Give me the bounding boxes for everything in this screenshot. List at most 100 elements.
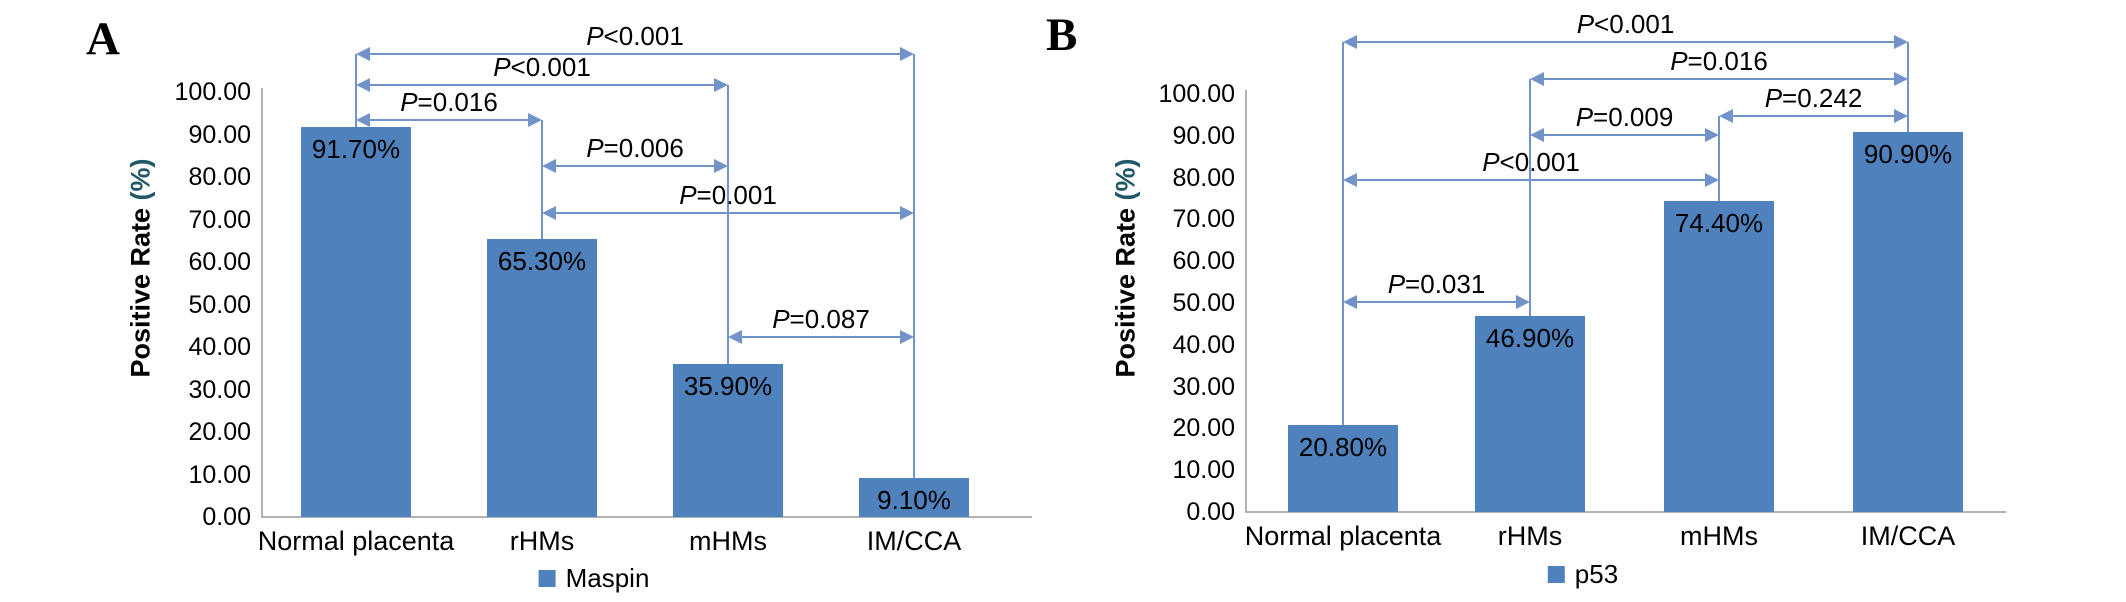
annotation-arrow-shaft — [366, 53, 904, 56]
annotation-arrow-shaft — [366, 119, 532, 122]
x-category-label: rHMs — [1497, 521, 1563, 551]
p-value-label: P=0.006 — [586, 132, 684, 163]
annotation-connector — [913, 54, 915, 479]
x-category-label: mHMs — [689, 526, 767, 556]
annotation-arrow-shaft — [552, 164, 718, 167]
annotation-connector — [541, 120, 543, 240]
arrowhead-right — [900, 329, 914, 344]
bar-rHMs — [1475, 315, 1585, 512]
arrowhead-left — [356, 47, 370, 62]
y-tick-label: 60.00 — [1172, 247, 1235, 276]
annotation-connector — [1342, 42, 1344, 426]
y-tick-label: 10.00 — [1172, 456, 1235, 485]
arrowhead-left — [1719, 109, 1733, 124]
arrowhead-left — [1343, 35, 1357, 50]
bar-value-label: 20.80% — [1298, 432, 1388, 463]
arrowhead-left — [542, 206, 556, 221]
y-tick-label: 70.00 — [188, 205, 251, 234]
x-category-label: mHMs — [1680, 521, 1758, 551]
p-value-label: P<0.001 — [1482, 147, 1580, 178]
p-value-label: P=0.242 — [1764, 83, 1863, 114]
y-tick-label: 20.00 — [1172, 414, 1235, 443]
annotation-arrow-shaft — [1540, 133, 1709, 136]
arrowhead-right — [714, 158, 728, 173]
annotation-connector — [727, 85, 729, 365]
y-tick-label: 0.00 — [202, 503, 251, 531]
arrowhead-right — [1894, 71, 1908, 86]
p-value-label: P=0.016 — [400, 87, 498, 118]
y-tick-label: 90.00 — [1172, 121, 1235, 150]
y-axis-line-B — [1245, 90, 1247, 512]
arrowhead-right — [714, 78, 728, 93]
annotation-arrow-shaft — [1540, 77, 1898, 80]
p-value-label: P=0.009 — [1575, 101, 1674, 132]
arrowhead-left — [356, 113, 370, 128]
y-tick-label: 90.00 — [188, 120, 251, 149]
x-category-label: IM/CCA — [866, 526, 962, 556]
y-tick-label: 30.00 — [1172, 372, 1235, 401]
x-category-label: Normal placenta — [1244, 521, 1442, 551]
y-tick-label: 30.00 — [188, 375, 251, 404]
arrowhead-left — [1343, 295, 1357, 310]
annotation-connector — [1718, 116, 1720, 201]
bar-Normal placenta — [1288, 425, 1398, 512]
y-tick-label: 40.00 — [1172, 330, 1235, 359]
bar-mHMs — [673, 364, 783, 517]
bar-value-label: 65.30% — [497, 246, 587, 277]
legend-label-p53: p53 — [1574, 559, 1619, 589]
arrowhead-left — [728, 329, 742, 344]
arrowhead-right — [528, 113, 542, 128]
annotation-arrow-shaft — [1729, 115, 1898, 118]
arrowhead-right — [1516, 295, 1530, 310]
y-tick-label: 80.00 — [188, 163, 251, 191]
y-tick-label: 10.00 — [188, 460, 251, 489]
arrowhead-right — [1894, 35, 1908, 50]
bar-value-label: 9.10% — [877, 485, 951, 516]
arrowhead-left — [1530, 71, 1544, 86]
y-tick-label: 80.00 — [1172, 163, 1235, 192]
bar-value-label: 46.90% — [1485, 322, 1575, 353]
annotation-connector — [1529, 78, 1531, 316]
y-tick-label: 60.00 — [188, 248, 251, 276]
legend-b: p53 — [1547, 559, 1619, 590]
annotation-connector — [1907, 42, 1909, 133]
p-value-label: P=0.001 — [679, 180, 777, 211]
y-tick-label: 20.00 — [188, 418, 251, 446]
panel-b-letter: B — [1046, 9, 1078, 61]
y-tick-label: 70.00 — [1172, 205, 1235, 234]
x-category-label: IM/CCA — [1860, 521, 1956, 551]
annotation-arrow-shaft — [1353, 41, 1898, 44]
y-axis-line-A — [261, 88, 263, 517]
y-tick-label: 0.00 — [1186, 498, 1235, 526]
x-axis-line-A — [261, 516, 1032, 518]
arrowhead-left — [542, 158, 556, 173]
p-value-label: P<0.001 — [493, 52, 591, 83]
bar-value-label: 91.70% — [311, 134, 401, 165]
p-value-label: P=0.016 — [1670, 45, 1768, 76]
x-category-label: rHMs — [509, 526, 575, 556]
arrowhead-left — [1530, 127, 1544, 142]
panel-a-letter: A — [86, 13, 120, 65]
p-value-label: P<0.001 — [1576, 9, 1675, 40]
p-value-label: P=0.031 — [1387, 269, 1486, 300]
y-tick-label: 50.00 — [1172, 289, 1235, 317]
y-tick-label: 40.00 — [188, 333, 251, 361]
arrowhead-left — [356, 78, 370, 93]
legend-label-maspin: Maspin — [565, 563, 650, 593]
annotation-arrow-shaft — [1353, 301, 1520, 304]
annotation-arrow-shaft — [552, 212, 904, 215]
legend-swatch-p53 — [1547, 566, 1565, 583]
bar-rHMs — [487, 239, 597, 517]
x-axis-line-B — [1245, 511, 2006, 513]
x-category-label: Normal placenta — [257, 526, 455, 556]
y-tick-label: 50.00 — [188, 290, 251, 319]
legend-a: Maspin — [538, 563, 650, 594]
y-tick-label: 100.00 — [174, 78, 251, 106]
arrowhead-right — [900, 47, 914, 62]
bar-value-label: 35.90% — [683, 371, 773, 402]
p-value-label: P<0.001 — [586, 21, 684, 52]
annotation-arrow-shaft — [1353, 179, 1709, 182]
bar-mHMs — [1664, 201, 1774, 512]
p-value-label: P=0.087 — [772, 303, 870, 334]
arrowhead-left — [1343, 173, 1357, 188]
